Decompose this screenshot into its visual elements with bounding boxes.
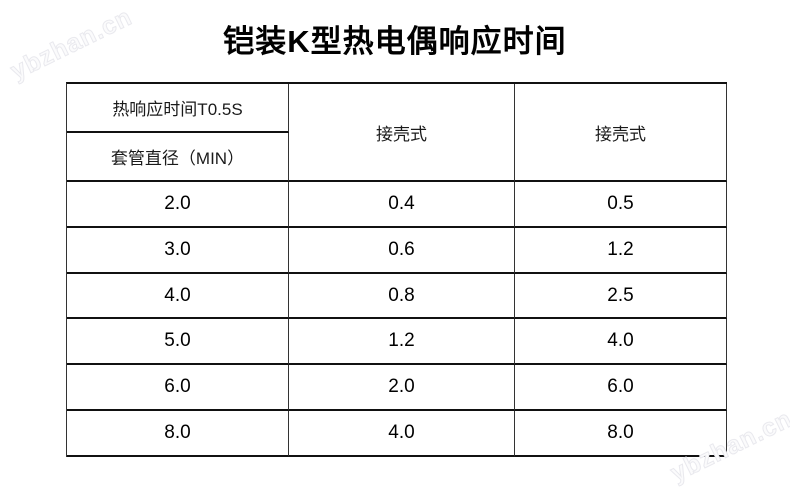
- response-time-table: 热响应时间T0.5S 套管直径（MIN） 接壳式 接壳式 2.0 0.4 0.5 3.…: [66, 82, 727, 457]
- table-cell-r6c1: 8.0: [67, 411, 289, 457]
- table-cell-r4c1: 5.0: [67, 319, 289, 366]
- header-cell-type-col3: 接壳式: [515, 84, 727, 182]
- table-cell-r1c2: 0.4: [289, 182, 515, 228]
- table-cell-r6c3: 8.0: [515, 411, 727, 457]
- table-cell-r5c3: 6.0: [515, 365, 727, 412]
- table-cell-r1c1: 2.0: [67, 182, 289, 228]
- table-cell-r6c2: 4.0: [289, 411, 515, 457]
- table-cell-r3c3: 2.5: [515, 273, 727, 320]
- header-cell-type-col2: 接壳式: [289, 84, 515, 182]
- table-cell-r2c2: 0.6: [289, 227, 515, 274]
- table-cell-r3c1: 4.0: [67, 273, 289, 320]
- table-cell-r5c2: 2.0: [289, 365, 515, 412]
- table-cell-r4c2: 1.2: [289, 319, 515, 366]
- header-cell-sheath-diameter: 套管直径（MIN）: [67, 133, 289, 182]
- table-cell-r2c1: 3.0: [67, 227, 289, 274]
- table-cell-r4c3: 4.0: [515, 319, 727, 366]
- table-cell-r5c1: 6.0: [67, 365, 289, 412]
- header-cell-response-time: 热响应时间T0.5S: [67, 84, 289, 133]
- table-cell-r3c2: 0.8: [289, 273, 515, 320]
- table-cell-r1c3: 0.5: [515, 182, 727, 228]
- page-title: 铠装K型热电偶响应时间: [223, 24, 567, 59]
- table-cell-r2c3: 1.2: [515, 227, 727, 274]
